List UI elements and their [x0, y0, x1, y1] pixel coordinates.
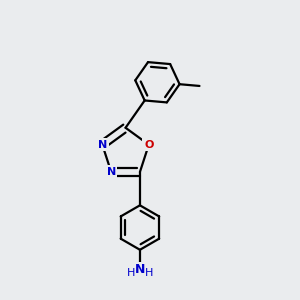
Text: N: N [106, 167, 116, 177]
Text: H: H [145, 268, 153, 278]
Text: N: N [135, 263, 145, 276]
Text: O: O [144, 140, 154, 150]
Text: H: H [127, 268, 135, 278]
Text: N: N [98, 140, 107, 150]
